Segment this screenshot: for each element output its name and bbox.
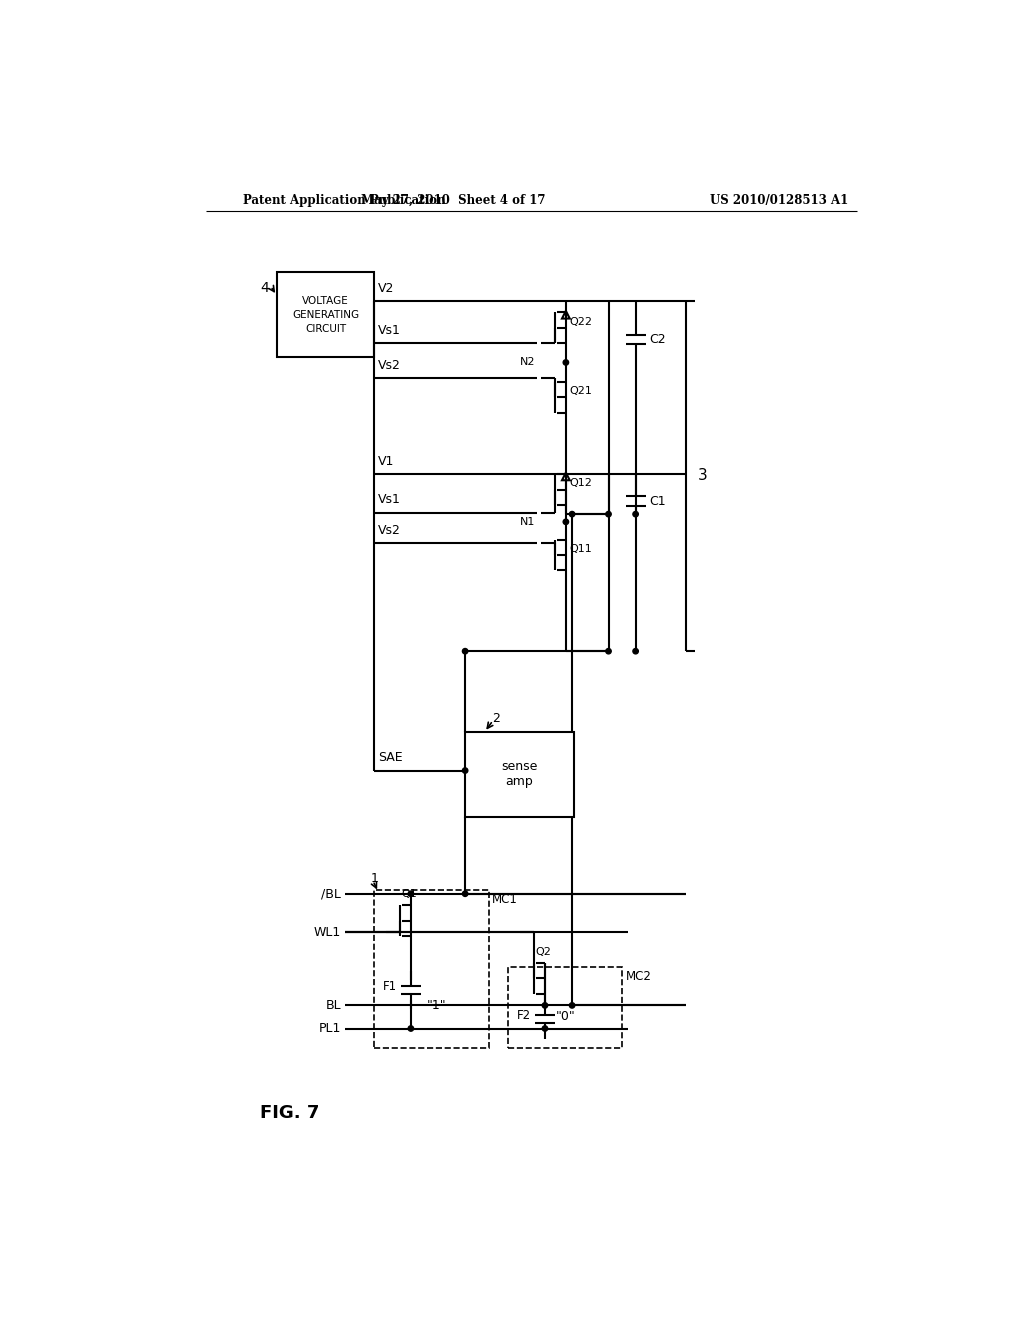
Text: May 27, 2010  Sheet 4 of 17: May 27, 2010 Sheet 4 of 17 xyxy=(361,194,546,207)
Text: 3: 3 xyxy=(697,469,708,483)
Text: "0": "0" xyxy=(556,1010,575,1023)
Circle shape xyxy=(463,891,468,896)
Text: N2: N2 xyxy=(520,358,536,367)
Polygon shape xyxy=(562,312,569,318)
Text: C1: C1 xyxy=(649,495,666,508)
Text: N1: N1 xyxy=(520,517,536,527)
Text: Q11: Q11 xyxy=(569,544,592,554)
Text: V1: V1 xyxy=(378,455,394,469)
Circle shape xyxy=(606,648,611,653)
Circle shape xyxy=(563,519,568,524)
Circle shape xyxy=(606,511,611,517)
Text: BL: BL xyxy=(326,999,341,1012)
Text: "1": "1" xyxy=(427,999,446,1012)
Circle shape xyxy=(633,648,638,653)
Bar xyxy=(276,272,375,358)
Circle shape xyxy=(463,648,468,653)
Circle shape xyxy=(543,1026,548,1031)
Text: MC2: MC2 xyxy=(626,970,651,982)
Circle shape xyxy=(569,511,574,517)
Circle shape xyxy=(563,360,568,366)
Circle shape xyxy=(409,1026,414,1031)
Circle shape xyxy=(633,511,638,517)
Circle shape xyxy=(409,891,414,896)
Text: 1: 1 xyxy=(371,871,379,884)
Text: FIG. 7: FIG. 7 xyxy=(260,1105,319,1122)
Text: V2: V2 xyxy=(378,281,394,294)
Bar xyxy=(375,890,489,1048)
Text: sense
amp: sense amp xyxy=(501,760,538,788)
Text: PL1: PL1 xyxy=(318,1022,341,1035)
Text: 4: 4 xyxy=(260,281,269,294)
Text: MC1: MC1 xyxy=(493,892,518,906)
Text: Vs1: Vs1 xyxy=(378,323,401,337)
Text: US 2010/0128513 A1: US 2010/0128513 A1 xyxy=(710,194,848,207)
Text: Vs1: Vs1 xyxy=(378,494,401,507)
Text: 2: 2 xyxy=(493,711,500,725)
Text: Q22: Q22 xyxy=(569,317,592,326)
Text: WL1: WL1 xyxy=(314,925,341,939)
Text: Q12: Q12 xyxy=(569,478,592,488)
Text: F2: F2 xyxy=(517,1008,531,1022)
Text: Patent Application Publication: Patent Application Publication xyxy=(243,194,445,207)
Text: Q1: Q1 xyxy=(401,888,417,899)
Circle shape xyxy=(569,1003,574,1008)
Text: /BL: /BL xyxy=(322,887,341,900)
Polygon shape xyxy=(562,473,569,480)
Text: Vs2: Vs2 xyxy=(378,359,401,372)
Text: C2: C2 xyxy=(649,333,666,346)
Circle shape xyxy=(543,1003,548,1008)
Text: Vs2: Vs2 xyxy=(378,524,401,537)
Bar xyxy=(465,733,573,817)
Text: Q21: Q21 xyxy=(569,385,592,396)
Circle shape xyxy=(463,768,468,774)
Text: SAE: SAE xyxy=(378,751,403,764)
Text: F1: F1 xyxy=(383,979,397,993)
Text: Q2: Q2 xyxy=(536,946,551,957)
Text: VOLTAGE
GENERATING
CIRCUIT: VOLTAGE GENERATING CIRCUIT xyxy=(292,296,359,334)
Bar xyxy=(508,966,623,1048)
